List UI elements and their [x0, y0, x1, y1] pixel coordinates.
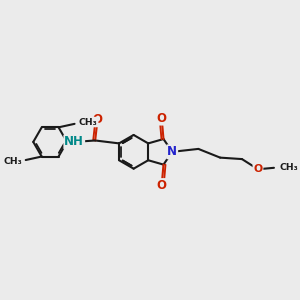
Text: O: O — [157, 179, 167, 192]
Text: NH: NH — [64, 135, 84, 148]
Text: N: N — [167, 145, 177, 158]
Text: O: O — [92, 113, 103, 126]
Text: CH₃: CH₃ — [79, 118, 98, 127]
Text: O: O — [157, 112, 167, 124]
Text: CH₃: CH₃ — [279, 163, 298, 172]
Text: O: O — [254, 164, 262, 174]
Text: CH₃: CH₃ — [3, 157, 22, 166]
